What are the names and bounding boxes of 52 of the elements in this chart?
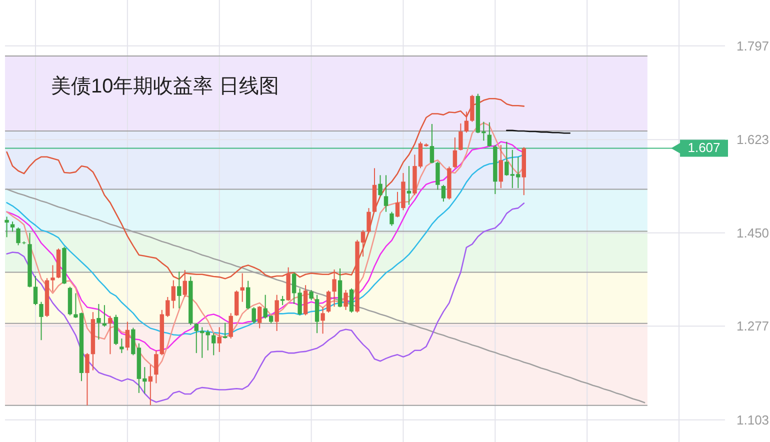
candlestick (148, 364, 153, 406)
candlestick (154, 350, 158, 384)
candlestick (384, 174, 388, 212)
candlestick (326, 290, 331, 314)
candlestick (246, 280, 250, 310)
text: 美债10年期收益率 日线图 (51, 74, 279, 98)
candlestick (366, 208, 371, 234)
y-tick-label: 1.277 (736, 318, 770, 334)
y-tick-label: 1.623 (736, 132, 770, 148)
candlestick (452, 136, 458, 169)
candlestick (441, 184, 446, 202)
candlestick (194, 322, 198, 354)
candlestick (257, 306, 262, 329)
candlestick (314, 294, 320, 334)
candlestick (378, 174, 382, 197)
candlestick (125, 321, 130, 351)
candlestick (10, 221, 15, 232)
candlestick (50, 264, 55, 292)
line-series (6, 188, 646, 404)
candlestick (349, 288, 354, 314)
candlestick (344, 289, 348, 310)
candlestick (4, 216, 9, 238)
candlestick (212, 332, 216, 356)
candlestick (120, 338, 124, 354)
candlestick (217, 326, 222, 352)
ref-line-label: 1.607 (688, 140, 720, 156)
y-tick-label: 1.103 (736, 412, 770, 428)
candlestick (206, 329, 210, 351)
candlestick (252, 306, 256, 324)
candlestick (487, 122, 492, 148)
y-tick-label: 1.450 (736, 225, 770, 240)
candlestick (458, 122, 463, 151)
candlestick (274, 294, 279, 332)
candlestick (85, 352, 90, 406)
candlestick (430, 123, 434, 164)
candlestick (309, 289, 314, 301)
candlestick (96, 304, 101, 340)
candlestick (234, 290, 239, 316)
candlestick (33, 275, 38, 306)
candlestick (108, 315, 112, 355)
candlestick (464, 111, 469, 134)
candlestick (177, 271, 182, 309)
candlestick (390, 211, 394, 226)
candlestick (303, 284, 308, 316)
y-tick-label: 1.797 (736, 38, 770, 54)
candlestick (39, 301, 44, 341)
candlestick (498, 144, 504, 189)
candlestick (280, 295, 285, 306)
candlestick (320, 306, 325, 334)
candlestick (228, 312, 233, 340)
line-series (6, 202, 525, 403)
candlestick (436, 161, 440, 190)
